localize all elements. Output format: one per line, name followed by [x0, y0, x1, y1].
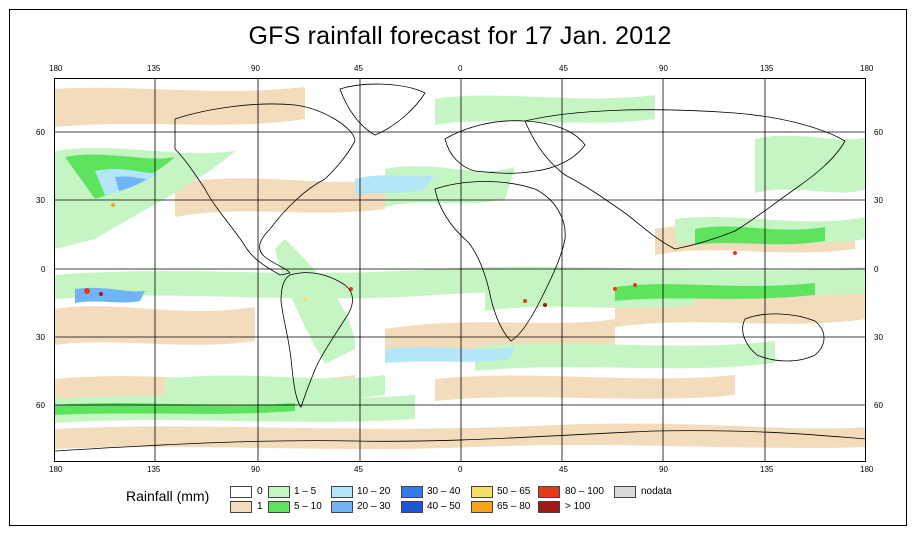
lon-tick-bottom: 45 [354, 465, 363, 474]
rainfall-map-canvas [55, 79, 865, 461]
legend-swatch [268, 486, 290, 498]
lat-tick-right: 60 [874, 128, 883, 137]
legend-label: nodata [641, 486, 672, 497]
lat-tick-left: 60 [36, 128, 45, 137]
legend-label: 40 – 50 [427, 501, 461, 512]
legend-swatch [230, 486, 252, 498]
legend-swatch [331, 501, 353, 513]
australia-outline [742, 313, 825, 362]
map-title: GFS rainfall forecast for 17 Jan. 2012 [248, 22, 672, 50]
lat-tick-left: 30 [36, 333, 45, 342]
lat-tick-left: 30 [36, 196, 45, 205]
asia-outline [524, 109, 846, 250]
lon-tick-bottom: 135 [147, 465, 161, 474]
legend-swatch [614, 486, 636, 498]
lat-tick-left: 60 [36, 401, 45, 410]
legend-label: > 100 [565, 501, 591, 512]
figure-frame [9, 9, 907, 526]
legend-swatch [471, 501, 493, 513]
lat-tick-right: 60 [874, 401, 883, 410]
legend-label: 5 – 10 [294, 501, 322, 512]
north-america-outline [174, 103, 356, 276]
lon-tick-top: 90 [251, 64, 260, 73]
lon-tick-bottom: 180 [860, 465, 874, 474]
legend-label: 30 – 40 [427, 486, 461, 497]
legend-label: 50 – 65 [497, 486, 531, 497]
legend-label: 80 – 100 [565, 486, 604, 497]
lat-tick-right: 30 [874, 196, 883, 205]
legend-swatch [331, 486, 353, 498]
lon-tick-top: 90 [659, 64, 668, 73]
lon-tick-top: 180 [860, 64, 874, 73]
europe-outline [444, 120, 586, 174]
graticule [55, 79, 865, 461]
legend-swatch [401, 501, 423, 513]
legend-label: 10 – 20 [357, 486, 391, 497]
legend-swatch [401, 486, 423, 498]
rain-1-5mm-fields [55, 95, 865, 423]
legend-label: 1 – 5 [294, 486, 317, 497]
lon-tick-top: 135 [147, 64, 161, 73]
legend-swatch [471, 486, 493, 498]
africa-outline [434, 181, 566, 342]
lon-tick-top: 0 [458, 64, 463, 73]
lon-tick-bottom: 0 [458, 465, 463, 474]
lat-tick-right: 0 [874, 265, 879, 274]
legend-swatch [230, 501, 252, 513]
lon-tick-bottom: 90 [659, 465, 668, 474]
legend-label: 1 [257, 501, 263, 512]
lon-tick-bottom: 90 [251, 465, 260, 474]
lat-tick-left: 0 [41, 265, 46, 274]
world-rainfall-map [54, 78, 866, 462]
lon-tick-bottom: 45 [559, 465, 568, 474]
lon-tick-bottom: 135 [760, 465, 774, 474]
legend-swatch [538, 501, 560, 513]
rain-extreme-spots [84, 203, 737, 307]
legend-swatch [268, 501, 290, 513]
lon-tick-top: 135 [760, 64, 774, 73]
lat-tick-right: 30 [874, 333, 883, 342]
lon-tick-bottom: 180 [49, 465, 63, 474]
legend-title: Rainfall (mm) [126, 488, 210, 504]
greenland-outline [339, 83, 426, 136]
lon-tick-top: 45 [354, 64, 363, 73]
legend-label: 65 – 80 [497, 501, 531, 512]
legend-label: 20 – 30 [357, 501, 391, 512]
lon-tick-top: 180 [49, 64, 63, 73]
south-america-outline [280, 272, 353, 408]
legend-label: 0 [257, 486, 263, 497]
lon-tick-top: 45 [559, 64, 568, 73]
legend-swatch [538, 486, 560, 498]
